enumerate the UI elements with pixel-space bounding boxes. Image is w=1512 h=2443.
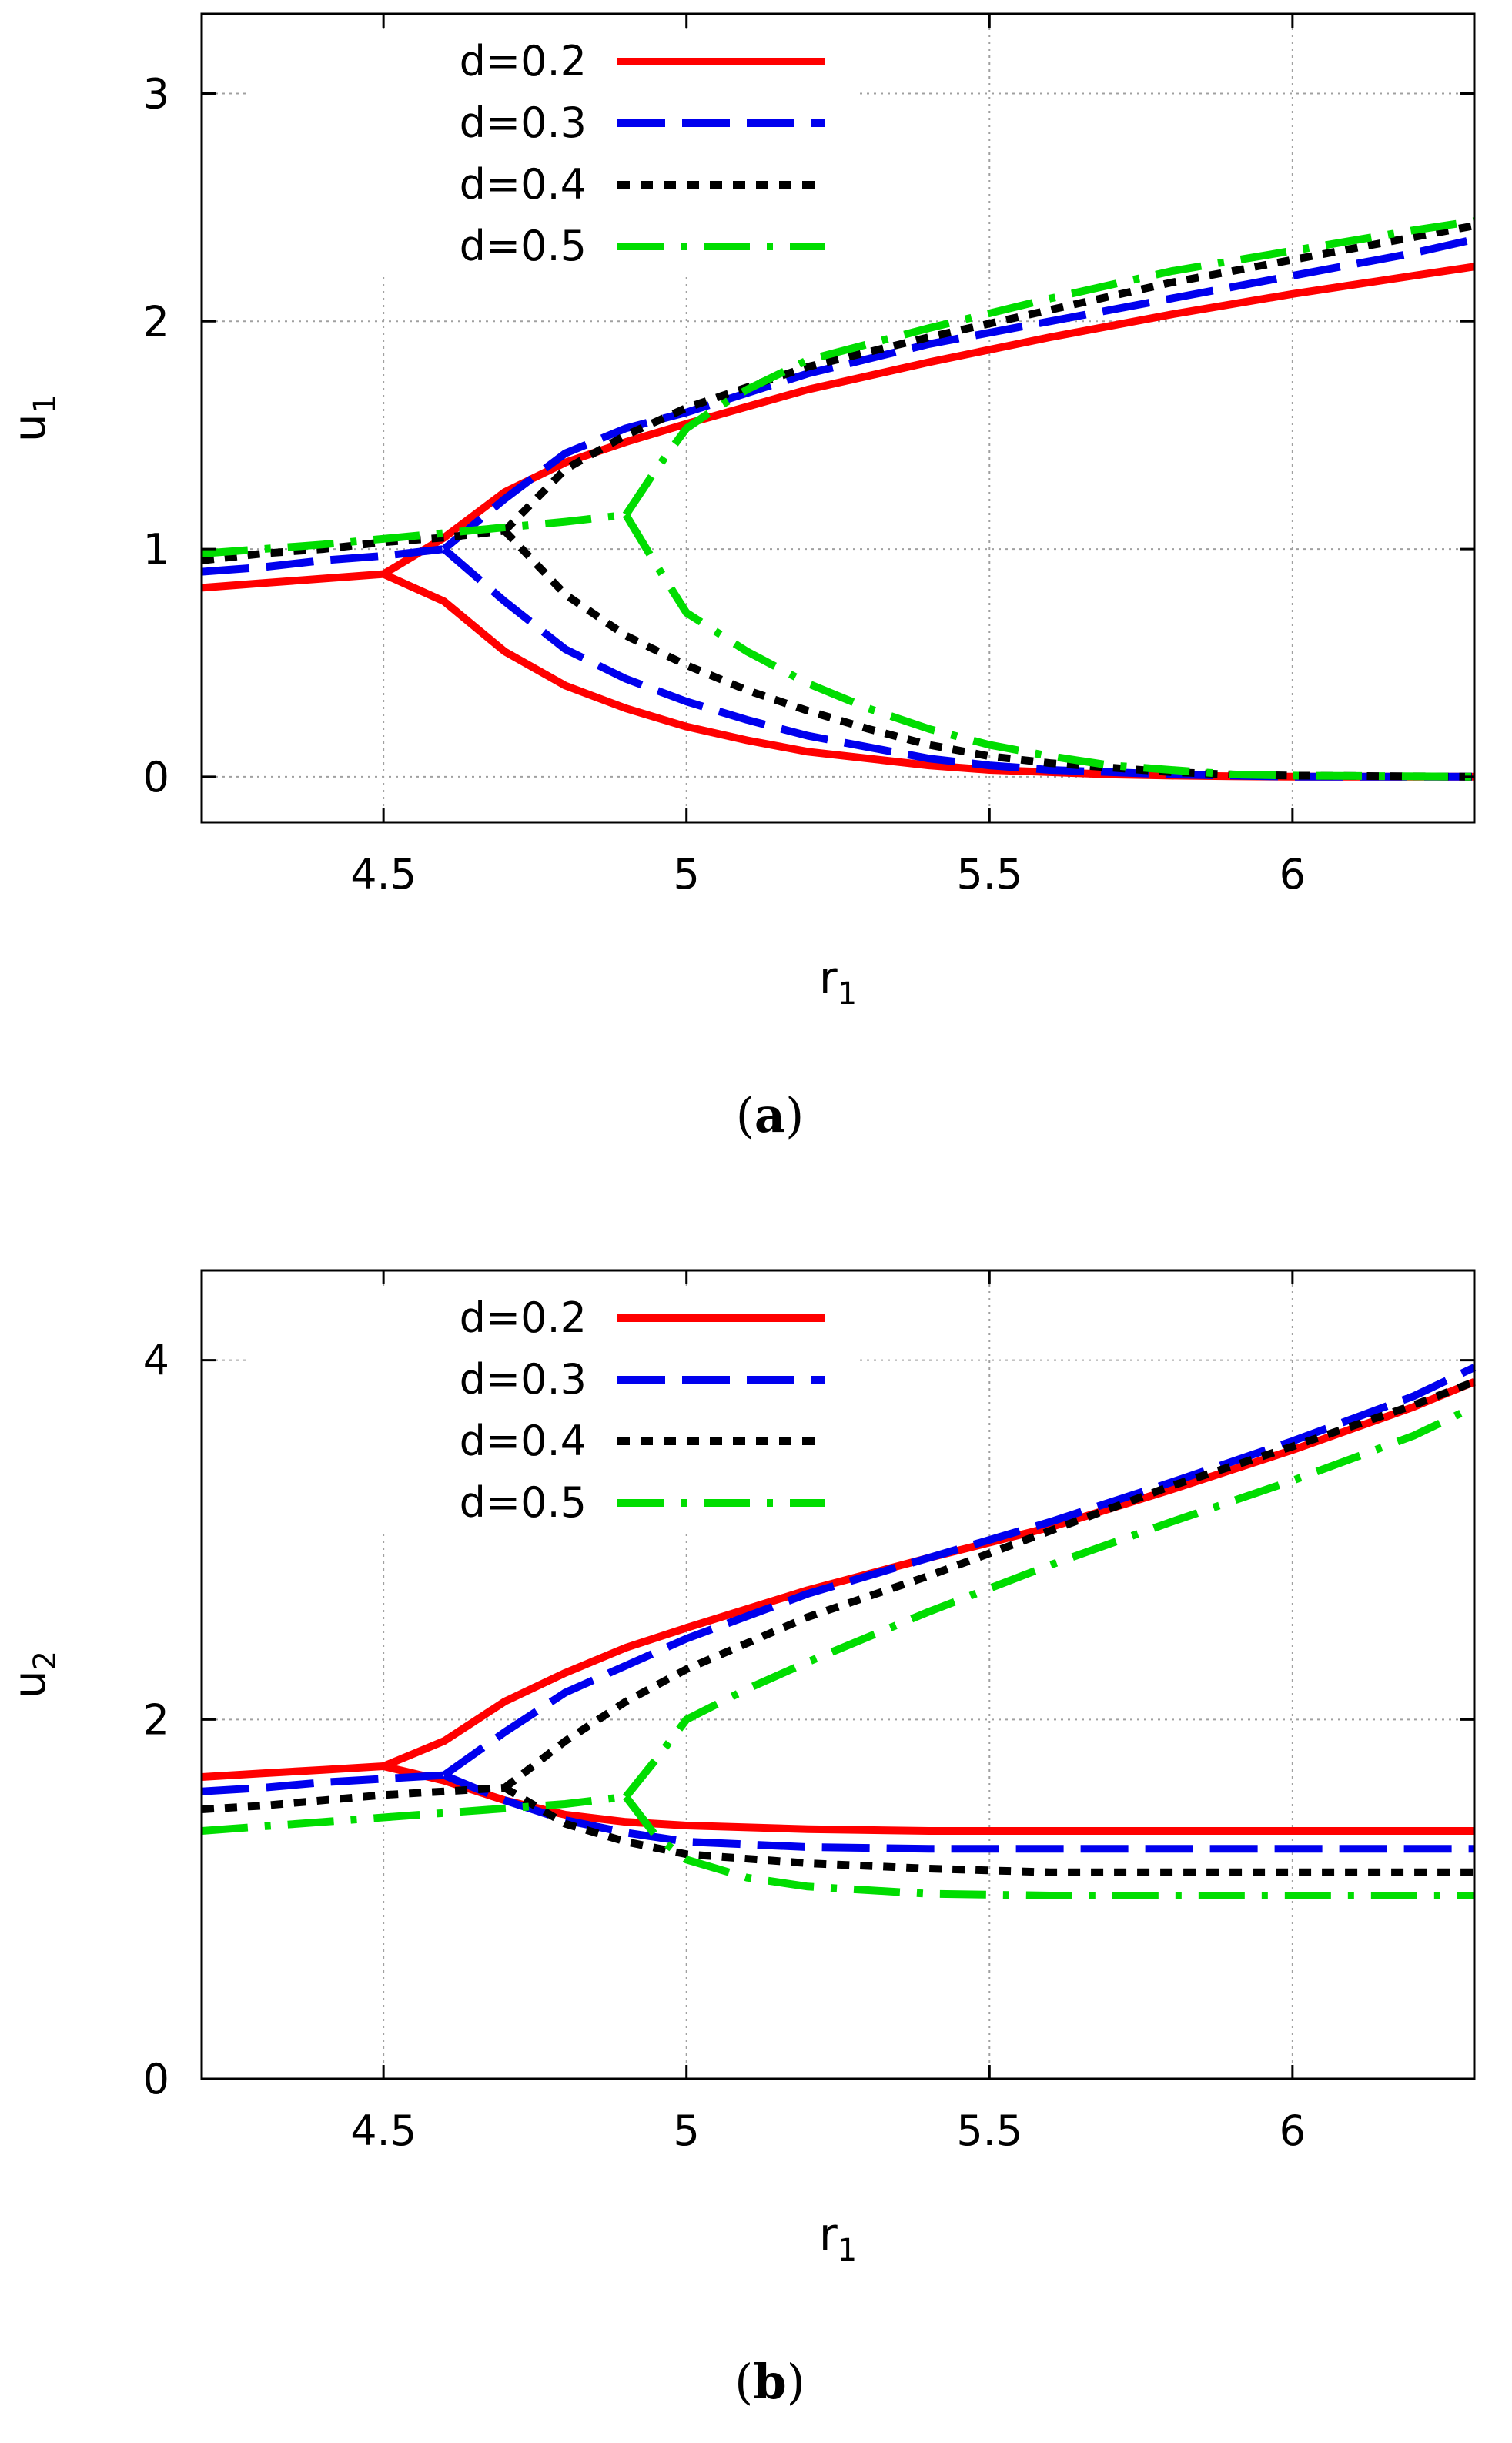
plot-frame — [200, 12, 1476, 824]
x-axis-label: r1 — [819, 952, 857, 1012]
x-tick-label: 5 — [674, 2107, 700, 2155]
series-line-d05-branch-0 — [201, 1792, 627, 1835]
series-line-d03-branch-2 — [442, 1772, 1474, 1853]
legend-label: d=0.4 — [460, 160, 587, 209]
y-tick-label: 0 — [143, 753, 169, 802]
plot-frame — [200, 1269, 1476, 2080]
y-axis-label-main: u — [3, 413, 55, 442]
series-line-d05-branch-2 — [622, 513, 1475, 781]
series-line-d02-branch-0 — [201, 1762, 384, 1781]
series-line-d04-branch-2 — [503, 1784, 1474, 1876]
caption-close-paren: ) — [785, 1087, 804, 1143]
series-line-d02-branch-1 — [381, 263, 1475, 577]
legend-label: d=0.5 — [460, 222, 587, 270]
legend-label: d=0.2 — [460, 37, 587, 85]
y-axis-label: u1 — [3, 394, 63, 442]
series-line-d04-branch-0 — [201, 527, 506, 564]
y-axis-label-subscript: 1 — [28, 394, 63, 413]
y-axis-label: u2 — [3, 1651, 63, 1698]
x-tick-label: 6 — [1280, 2107, 1306, 2155]
y-tick-label: 2 — [143, 1695, 169, 1744]
x-tick-label: 5.5 — [956, 2107, 1022, 2155]
x-axis-label-subscript: 1 — [838, 2233, 857, 2268]
y-tick-label: 1 — [143, 525, 169, 574]
legend-label: d=0.2 — [460, 1293, 587, 1342]
legend-background — [248, 1286, 856, 1532]
x-axis-label-main: r — [819, 952, 838, 1004]
legend-label: d=0.4 — [460, 1417, 587, 1465]
caption-letter: a — [754, 1087, 785, 1143]
series-line-d02-branch-0 — [201, 570, 384, 592]
caption-open-paren: ( — [734, 2354, 753, 2410]
panel-caption: (a) — [736, 1087, 805, 1143]
x-tick-label: 6 — [1280, 850, 1306, 899]
x-tick-label: 4.5 — [350, 850, 416, 899]
x-tick-label: 5.5 — [956, 850, 1022, 899]
legend-label: d=0.5 — [460, 1478, 587, 1527]
legend-background — [248, 29, 856, 276]
y-tick-label: 4 — [143, 1337, 169, 1385]
series-line-d03-branch-2 — [441, 546, 1474, 781]
series-group — [201, 217, 1476, 781]
series-line-d05-branch-0 — [201, 510, 627, 557]
series-line-d03-branch-1 — [442, 1364, 1477, 1779]
caption-letter: b — [753, 2354, 786, 2410]
y-tick-label: 0 — [143, 2055, 169, 2103]
legend-label: d=0.3 — [460, 1355, 587, 1404]
series-line-d05-branch-1 — [622, 217, 1475, 517]
x-axis-label-main: r — [819, 2208, 838, 2261]
y-axis-label-main: u — [3, 1670, 55, 1698]
legend: d=0.2 d=0.3 d=0.4 d=0.5 — [248, 29, 856, 276]
x-axis-label-subscript: 1 — [838, 976, 857, 1012]
legend-label: d=0.3 — [460, 99, 587, 147]
series-line-d04-branch-2 — [501, 527, 1475, 781]
y-tick-label: 2 — [143, 297, 169, 346]
series-line-d05-branch-2 — [623, 1794, 1474, 1899]
y-tick-label: 3 — [143, 70, 169, 119]
panel-caption: (b) — [734, 2354, 805, 2410]
x-axis-label: r1 — [819, 2208, 857, 2268]
x-tick-label: 5 — [674, 850, 700, 899]
series-line-d05-branch-1 — [623, 1403, 1477, 1799]
caption-close-paren: ) — [787, 2354, 805, 2410]
series-line-d04-branch-1 — [502, 1378, 1476, 1791]
y-axis-label-subscript: 2 — [28, 1651, 63, 1670]
series-line-d03-branch-0 — [201, 1771, 445, 1795]
series-line-d02-branch-2 — [382, 1762, 1474, 1835]
x-tick-label: 4.5 — [350, 2107, 416, 2155]
series-line-d03-branch-1 — [441, 235, 1476, 552]
series-line-d02-branch-2 — [382, 571, 1474, 781]
caption-open-paren: ( — [736, 1087, 754, 1143]
series-line-d03-branch-0 — [201, 545, 445, 576]
legend: d=0.2 d=0.3 d=0.4 d=0.5 — [248, 1286, 856, 1532]
series-line-d04-branch-0 — [201, 1784, 505, 1813]
series-line-d04-branch-1 — [502, 222, 1475, 534]
series-group — [201, 1364, 1477, 1899]
